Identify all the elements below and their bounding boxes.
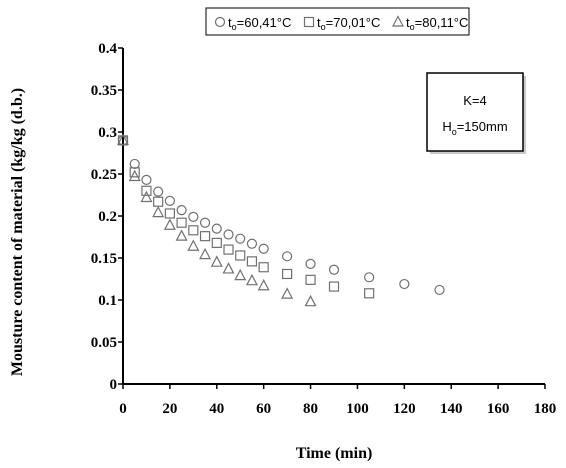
data-point-square [199, 231, 211, 242]
annotation-box: K=4 Ho=150mm [426, 72, 526, 154]
data-point-circle [153, 186, 164, 197]
data-point-triangle [163, 218, 176, 230]
data-point-circle [399, 278, 410, 290]
plot-area: 0 0.05 0.1 0.15 0.2 0.25 0.3 0.35 0.4 0 20 40 60 80 1… [91, 41, 557, 417]
data-point-circle [246, 238, 258, 249]
data-point-circle [223, 229, 234, 240]
data-point-circle [164, 195, 175, 206]
data-point-square [328, 281, 340, 292]
x-tick-label: 180 [534, 401, 557, 417]
series-3-triangle [117, 133, 317, 307]
y-tick-label: 0.05 [91, 335, 117, 351]
data-point-triangle [140, 190, 153, 203]
x-tick-label: 0 [119, 401, 127, 417]
data-point-circle [141, 174, 152, 185]
data-point-circle [282, 251, 293, 262]
data-point-triangle [117, 133, 129, 145]
y-tick-label: 0.4 [98, 41, 117, 57]
data-point-triangle [175, 229, 188, 241]
annotation-line-2: Ho=150mm [442, 119, 507, 137]
legend-box [205, 7, 470, 36]
data-point-triangle [304, 294, 317, 307]
legend-item-square: to=70,01°C [303, 15, 380, 32]
data-point-square [211, 237, 222, 248]
data-point-triangle [281, 287, 294, 299]
data-point-circle [176, 205, 187, 216]
legend-label: to=60,41°C [228, 15, 291, 32]
data-point-circle [434, 284, 445, 296]
legend-marker-square [303, 16, 315, 28]
data-point-circle [211, 223, 222, 234]
data-point-square [188, 225, 199, 236]
data-point-triangle [128, 169, 141, 182]
y-axis-title: Mousture content of material (kg/kg (d.b… [9, 88, 26, 376]
y-tick-label: 0.3 [98, 125, 117, 141]
data-point-circle [129, 158, 140, 170]
data-point-triangle [199, 247, 212, 260]
data-point-triangle [234, 268, 247, 281]
x-tick-label: 140 [440, 401, 463, 417]
data-point-circle [328, 264, 340, 275]
y-tick-label: 0.25 [91, 167, 117, 183]
data-point-circle [364, 272, 375, 283]
annotation-line-1: K=4 [463, 93, 487, 108]
y-tick-label: 0.15 [91, 251, 117, 267]
data-point-square [164, 208, 175, 219]
data-point-square [141, 185, 152, 196]
data-point-triangle [222, 262, 235, 274]
data-point-triangle [187, 239, 200, 251]
y-tick-label: 0.1 [98, 293, 117, 309]
data-point-square [176, 217, 187, 228]
y-tick-label: 0.35 [91, 83, 117, 99]
data-point-square [364, 288, 375, 299]
data-point-circle [235, 233, 246, 244]
legend-label: to=80,11°C [406, 15, 468, 32]
x-tick-label: 80 [303, 401, 318, 417]
x-axis-title: Time (min) [296, 445, 373, 462]
data-point-square [282, 268, 293, 280]
x-tick-label: 60 [256, 401, 271, 417]
x-tick-label: 100 [346, 401, 369, 417]
y-tick-label: 0 [110, 377, 118, 393]
legend-marker-circle [214, 16, 226, 28]
data-point-square [258, 262, 269, 273]
series-2-square [117, 135, 375, 299]
data-point-square [305, 274, 316, 285]
x-tick-label: 120 [393, 401, 416, 417]
data-point-triangle [210, 255, 223, 267]
data-point-triangle [152, 205, 165, 218]
legend-marker-triangle [392, 15, 404, 27]
x-tick-label: 20 [162, 401, 177, 417]
data-point-square [235, 250, 246, 261]
legend-item-triangle: to=80,11°C [392, 15, 468, 32]
x-tick-label: 40 [209, 401, 224, 417]
data-point-square [129, 167, 140, 178]
data-point-square [223, 244, 234, 255]
data-point-square [246, 256, 258, 267]
legend-label: to=70,01°C [317, 15, 380, 32]
data-point-circle [199, 217, 211, 228]
data-point-triangle [245, 273, 258, 286]
data-point-triangle [257, 278, 270, 291]
data-point-circle [188, 211, 199, 222]
legend: to=60,41°C to=70,01°C to=80,11°C [205, 7, 470, 36]
x-tick-label: 160 [487, 401, 510, 417]
data-point-circle [305, 258, 316, 269]
legend-item-circle: to=60,41°C [214, 15, 291, 32]
data-point-circle [258, 243, 269, 254]
y-tick-label: 0.2 [98, 209, 117, 225]
data-point-square [153, 196, 164, 207]
series-1-circle [117, 135, 445, 296]
